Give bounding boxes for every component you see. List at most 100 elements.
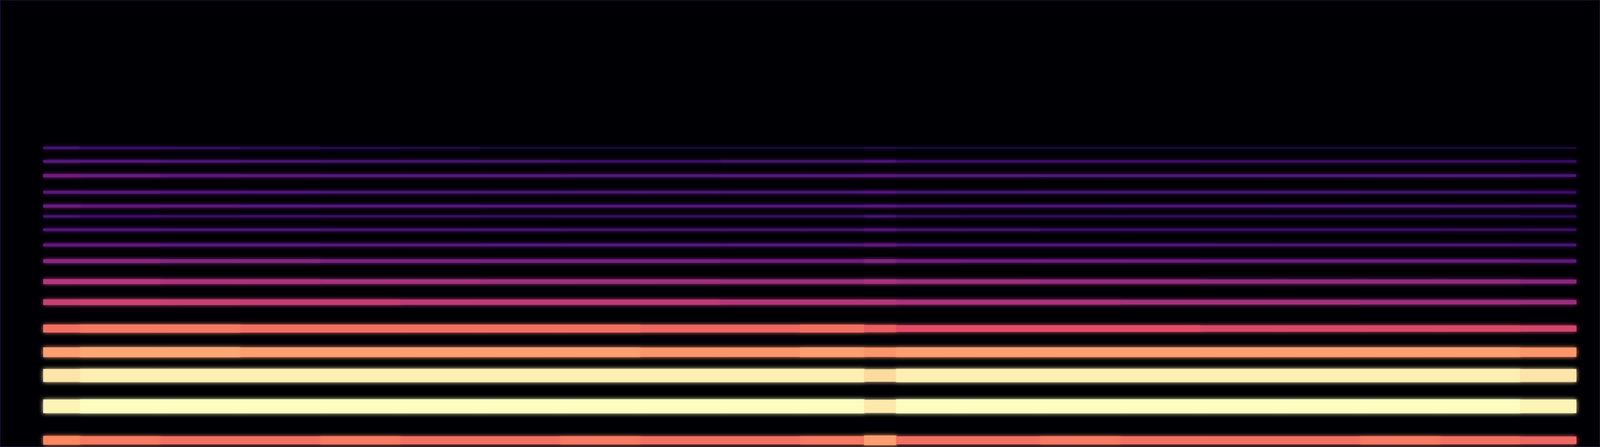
harmonic-cell — [319, 228, 400, 231]
harmonic-cell — [1360, 436, 1441, 445]
harmonic-cell — [863, 279, 897, 285]
harmonic-cell — [1039, 436, 1120, 445]
harmonic-cell — [400, 259, 481, 263]
harmonic-cell — [480, 399, 561, 414]
harmonic-cell — [1360, 325, 1441, 332]
harmonic-cell — [160, 174, 241, 178]
harmonic-cell — [80, 347, 161, 358]
harmonic-cell — [239, 204, 320, 208]
harmonic-cell — [1200, 436, 1281, 445]
harmonic-cell — [560, 160, 641, 163]
harmonic-cell — [639, 299, 720, 306]
harmonic-cell — [160, 215, 241, 219]
harmonic-cell — [319, 436, 400, 445]
harmonic-cell — [1439, 325, 1520, 332]
harmonic-cell — [800, 436, 865, 445]
harmonic-cell — [1119, 160, 1200, 163]
harmonic-cell — [960, 191, 1041, 194]
harmonic-cell — [1280, 347, 1361, 358]
harmonic-cell — [1039, 174, 1120, 178]
harmonic-cell — [896, 174, 961, 178]
harmonic-cell — [560, 369, 641, 383]
harmonic-cell — [960, 204, 1041, 208]
harmonic-cell — [400, 204, 481, 208]
harmonic-cell — [160, 259, 241, 264]
harmonic-cell — [719, 160, 800, 163]
harmonic-cell — [1280, 299, 1361, 305]
harmonic-cell — [1519, 243, 1577, 247]
harmonic-cell — [1200, 325, 1281, 332]
harmonic-cell — [43, 369, 81, 382]
harmonic-cell — [1360, 369, 1441, 383]
harmonic-cell — [1519, 259, 1577, 263]
harmonic-cell — [1519, 228, 1577, 231]
harmonic-cell — [719, 399, 800, 414]
harmonic-cell — [239, 146, 320, 149]
harmonic-cell — [960, 259, 1041, 263]
harmonic-cell — [400, 369, 481, 383]
harmonic-cell — [1439, 369, 1520, 383]
harmonic-cell — [160, 436, 241, 445]
harmonic-cell — [960, 243, 1041, 247]
harmonic-cell — [1519, 204, 1577, 208]
harmonic-cell — [863, 400, 897, 414]
harmonic-cell — [1039, 215, 1120, 219]
harmonic-cell — [1039, 146, 1120, 149]
harmonic-cell — [480, 160, 561, 163]
harmonic-cell — [1360, 174, 1441, 178]
harmonic-cell — [863, 214, 897, 218]
harmonic-cell — [719, 215, 800, 219]
harmonic-cell — [800, 215, 865, 219]
harmonic-cell — [80, 174, 161, 178]
harmonic-cell — [1039, 347, 1120, 358]
harmonic-cell — [160, 243, 241, 247]
harmonic-cell — [1519, 215, 1577, 219]
harmonic-cell — [319, 324, 400, 333]
harmonic-cell — [1119, 174, 1200, 178]
harmonic-cell — [1280, 174, 1361, 178]
harmonic-cell — [1280, 243, 1361, 247]
harmonic-cell — [1519, 146, 1577, 149]
harmonic-cell — [863, 369, 897, 382]
harmonic-cell — [480, 228, 561, 231]
harmonic-cell — [1039, 259, 1120, 263]
harmonic-cell — [1119, 347, 1200, 358]
harmonic-cell — [80, 243, 161, 248]
harmonic-cell — [160, 279, 241, 285]
harmonic-cell — [1200, 146, 1281, 149]
harmonic-cell — [719, 191, 800, 194]
harmonic-cell — [239, 160, 320, 163]
harmonic-cell — [319, 191, 400, 194]
harmonic-cell — [400, 299, 481, 306]
harmonic-cell — [896, 325, 961, 332]
harmonic-cell — [1039, 243, 1120, 247]
harmonic-cell — [800, 369, 865, 383]
harmonic-cell — [1519, 399, 1577, 413]
harmonic-cell — [43, 435, 81, 445]
harmonic-cell — [1039, 399, 1120, 414]
harmonic-cell — [800, 399, 865, 414]
harmonic-cell — [639, 191, 720, 194]
harmonic-cell — [863, 435, 897, 446]
harmonic-cell — [1200, 259, 1281, 263]
harmonic-cell — [1360, 243, 1441, 247]
harmonic-cell — [719, 243, 800, 247]
harmonic-cell — [1280, 279, 1361, 284]
harmonic-cell — [800, 243, 865, 247]
harmonic-cell — [1439, 191, 1520, 194]
harmonic-cell — [1200, 399, 1281, 414]
harmonic-cell — [160, 299, 241, 306]
harmonic-cell — [1360, 146, 1441, 149]
harmonic-cell — [1280, 160, 1361, 163]
harmonic-cell — [639, 228, 720, 231]
harmonic-cell — [1439, 300, 1520, 306]
harmonic-cell — [1119, 436, 1200, 445]
harmonic-cell — [480, 369, 561, 383]
harmonic-cell — [719, 174, 800, 178]
harmonic-cell — [43, 324, 81, 333]
harmonic-cell — [800, 324, 865, 333]
harmonic-cell — [560, 146, 641, 149]
harmonic-cell — [960, 160, 1041, 163]
harmonic-cell — [560, 174, 641, 178]
harmonic-cell — [1119, 243, 1200, 247]
